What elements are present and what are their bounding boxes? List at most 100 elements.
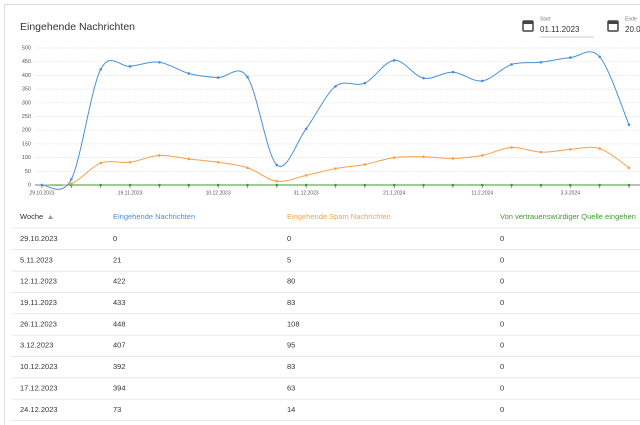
- y-tick-label: 200: [22, 128, 31, 134]
- data-point: [363, 183, 367, 187]
- table-cell: 14: [287, 405, 295, 414]
- table-cell: 19.11.2023: [20, 298, 57, 307]
- data-point: [246, 75, 249, 79]
- data-point: [128, 160, 132, 164]
- data-point: [99, 183, 102, 187]
- table-cell: 63: [287, 383, 295, 392]
- data-point: [99, 68, 102, 71]
- data-point: [510, 63, 513, 66]
- data-point: [392, 59, 396, 62]
- data-point: [510, 146, 513, 149]
- data-point: [422, 183, 425, 187]
- table-cell: 3.12.2023: [20, 341, 53, 350]
- data-point: [392, 183, 396, 187]
- end-date-picker[interactable]: Ende 20.0: [607, 16, 640, 34]
- data-point: [627, 183, 631, 187]
- data-point: [187, 183, 191, 187]
- data-point: [246, 183, 249, 187]
- data-point: [598, 183, 601, 187]
- table-cell: 80: [287, 277, 295, 286]
- x-tick-label: 10.12.2023: [206, 190, 231, 196]
- column-header: Woche: [20, 212, 43, 221]
- table-cell: 5: [287, 255, 291, 264]
- data-point: [539, 150, 543, 154]
- data-point: [187, 157, 191, 161]
- data-point: [275, 183, 279, 187]
- chart: 0 50 100 150 200 250 300 350 400 450 500 29.10.2023…: [22, 45, 640, 196]
- table-cell: 422: [113, 277, 126, 286]
- y-tick-label: 350: [22, 87, 31, 93]
- data-point: [128, 183, 132, 187]
- data-point: [216, 76, 220, 79]
- table-cell: 0: [500, 362, 504, 371]
- table-cell: 29.10.2023: [20, 234, 58, 243]
- column-header: Eingehende Nachrichten: [113, 212, 195, 221]
- data-point: [216, 160, 220, 164]
- table: Woche Eingehende Nachrichten Eingehende Sp…: [12, 212, 640, 421]
- data-point: [99, 161, 102, 165]
- data-point: [40, 183, 44, 187]
- table-cell: 0: [287, 234, 291, 243]
- end-label: Ende: [625, 16, 637, 22]
- data-point: [304, 127, 308, 131]
- data-point: [70, 182, 73, 185]
- y-tick-label: 150: [22, 141, 31, 147]
- data-point: [246, 166, 249, 170]
- data-point: [158, 60, 161, 64]
- table-cell: 448: [113, 319, 126, 328]
- data-point: [363, 163, 367, 166]
- data-point: [627, 166, 631, 170]
- data-point: [480, 79, 484, 83]
- table-cell: 0: [500, 405, 504, 414]
- y-tick-label: 250: [22, 114, 31, 120]
- data-point: [510, 183, 513, 187]
- data-point: [539, 183, 543, 187]
- y-tick-label: 450: [22, 59, 31, 65]
- data-point: [216, 183, 220, 187]
- data-point: [569, 148, 572, 151]
- table-cell: 83: [287, 362, 295, 371]
- y-tick-label: 100: [22, 155, 31, 161]
- table-cell: 17.12.2023: [20, 383, 58, 392]
- table-cell: 0: [113, 234, 117, 243]
- column-header: Von vertrauenswürdiger Quelle eingehen: [500, 212, 636, 221]
- data-point: [480, 154, 484, 157]
- x-tick-label: 19.11.2023: [118, 190, 143, 196]
- sort-icon: [48, 215, 53, 219]
- data-point: [304, 174, 308, 177]
- table-cell: 394: [113, 383, 126, 392]
- data-point: [569, 183, 572, 187]
- data-point: [392, 156, 396, 159]
- start-date-picker[interactable]: Start 01.11.2023: [522, 16, 594, 38]
- data-point: [304, 183, 308, 187]
- table-cell: 21: [113, 255, 121, 264]
- data-point: [334, 85, 337, 88]
- card: [4, 4, 640, 425]
- table-cell: 0: [500, 319, 504, 328]
- data-point: [275, 163, 279, 167]
- x-tick-label: 29.10.2023: [29, 190, 54, 196]
- column-header: Eingehende Spam Nachrichten: [287, 212, 391, 221]
- data-point: [422, 155, 425, 159]
- table-cell: 83: [287, 298, 295, 307]
- y-tick-label: 300: [22, 100, 31, 106]
- data-point: [158, 183, 161, 187]
- table-cell: 0: [500, 255, 504, 264]
- table-cell: 26.11.2023: [20, 319, 57, 328]
- x-tick-label: 11.2.2024: [471, 190, 493, 196]
- data-point: [128, 65, 132, 68]
- data-point: [569, 56, 572, 59]
- data-point: [451, 157, 455, 160]
- x-tick-label: 31.12.2023: [294, 190, 319, 196]
- calendar-icon: [523, 21, 533, 24]
- data-point: [451, 183, 455, 187]
- table-cell: 433: [113, 298, 126, 307]
- data-point: [598, 147, 601, 150]
- data-point: [598, 55, 601, 59]
- y-tick-label: 50: [25, 169, 31, 175]
- data-point: [451, 70, 455, 74]
- table-cell: 0: [500, 234, 504, 243]
- table-cell: 0: [500, 383, 504, 392]
- data-point: [363, 81, 367, 85]
